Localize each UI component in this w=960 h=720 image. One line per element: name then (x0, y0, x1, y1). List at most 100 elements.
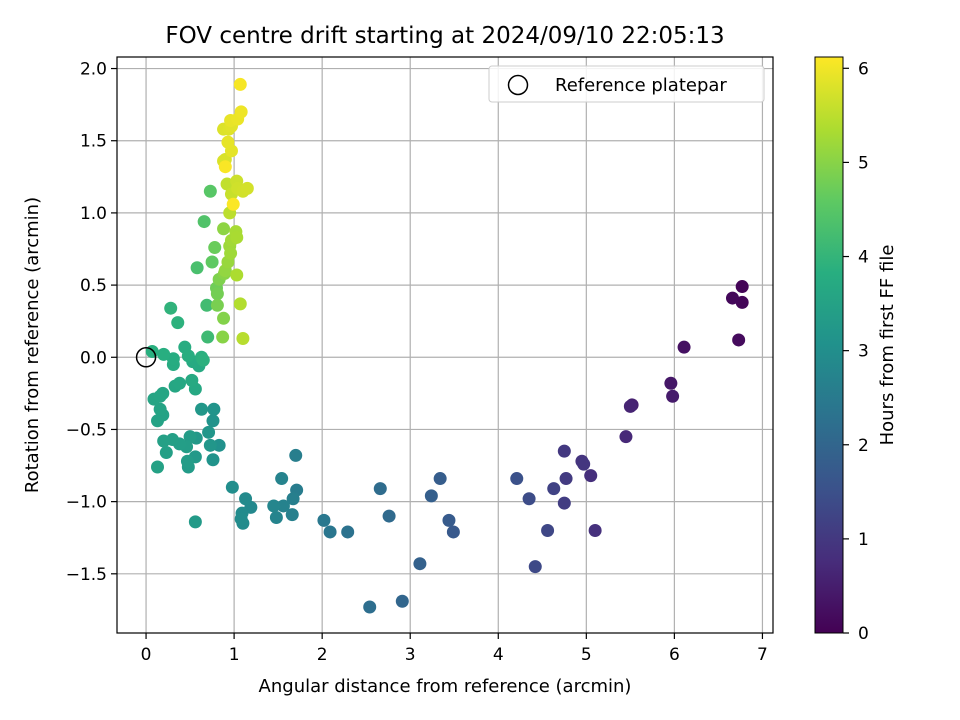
data-point (197, 215, 211, 229)
plot-frame (116, 56, 774, 634)
data-point (446, 525, 460, 539)
data-point (205, 255, 219, 269)
data-point (157, 347, 171, 361)
data-point (206, 453, 220, 467)
colorbar-tick-label: 0 (858, 624, 869, 644)
data-point (323, 525, 337, 539)
data-point (171, 316, 185, 330)
data-point (200, 298, 214, 312)
data-point (195, 402, 209, 416)
data-point (363, 600, 377, 614)
data-point (424, 489, 438, 503)
data-point (677, 340, 691, 354)
data-point (233, 297, 247, 311)
y-tick-label: 0.0 (80, 348, 107, 368)
data-point (286, 492, 300, 506)
colorbar-tick-label: 5 (858, 153, 869, 173)
data-point (725, 291, 739, 305)
data-point (239, 492, 253, 506)
data-point (240, 181, 254, 195)
y-tick-label: 1.0 (80, 204, 107, 224)
data-point (510, 472, 524, 486)
data-point (173, 376, 187, 390)
x-axis-ticks: 0 1 2 3 4 5 6 7 (141, 633, 768, 665)
data-point (577, 457, 591, 471)
data-point (285, 508, 299, 522)
gridlines (117, 57, 773, 633)
data-points (145, 77, 749, 614)
data-point (145, 344, 159, 358)
data-point (528, 560, 542, 574)
data-point (203, 438, 217, 452)
data-point (233, 77, 247, 91)
data-point (210, 298, 224, 312)
data-point (230, 230, 244, 244)
data-point (559, 472, 573, 486)
colorbar-tick-label: 3 (858, 342, 869, 362)
x-tick-label: 5 (581, 645, 592, 665)
data-point (735, 280, 749, 294)
data-point (584, 469, 598, 483)
data-point (166, 352, 180, 366)
reference-platepar-marker (135, 347, 157, 368)
legend-label: Reference platepar (555, 75, 727, 96)
data-point (522, 492, 536, 506)
data-point (234, 512, 248, 526)
y-tick-label: 2.0 (80, 60, 107, 80)
data-point (190, 261, 204, 275)
data-point (664, 376, 678, 390)
x-tick-label: 1 (229, 645, 240, 665)
data-point (413, 557, 427, 571)
data-point (289, 448, 303, 462)
data-point (234, 105, 248, 119)
data-point (183, 430, 197, 444)
y-tick-label: −0.5 (66, 420, 107, 440)
data-point (395, 594, 409, 608)
y-tick-label: 0.5 (80, 276, 107, 296)
data-point (221, 135, 235, 149)
data-point (208, 241, 222, 255)
data-point (230, 268, 244, 282)
data-point (206, 414, 220, 428)
colorbar-tick-label: 2 (858, 436, 869, 456)
data-point (196, 353, 210, 367)
y-tick-label: −1.0 (66, 493, 107, 513)
colorbar-tick-label: 4 (858, 248, 869, 268)
data-point (153, 402, 167, 416)
data-point (201, 330, 215, 344)
colorbar (814, 56, 844, 634)
data-point (588, 524, 602, 538)
data-point (153, 389, 167, 403)
data-point (269, 511, 283, 525)
data-point (623, 399, 637, 413)
data-point (275, 472, 289, 486)
legend: Reference platepar (488, 65, 765, 103)
data-point (188, 515, 202, 529)
colorbar-tick-label: 6 (858, 59, 869, 79)
data-point (557, 496, 571, 510)
data-point (207, 402, 221, 416)
legend-marker (507, 74, 529, 96)
data-point (373, 482, 387, 496)
data-point (180, 454, 194, 468)
colorbar-tick-label: 1 (858, 530, 869, 550)
data-point (216, 330, 230, 344)
colorbar-label: Hours from first FF file (877, 245, 898, 446)
data-point (203, 184, 217, 198)
data-point (218, 160, 232, 174)
data-point (557, 444, 571, 458)
data-point (217, 222, 231, 236)
data-point (619, 430, 633, 444)
data-point (151, 460, 165, 474)
data-point (317, 513, 331, 527)
data-point (433, 472, 447, 486)
data-point (226, 197, 240, 211)
colorbar-ticks: 0 1 2 3 4 5 6 (843, 59, 869, 644)
data-point (157, 434, 171, 448)
data-point (276, 499, 290, 513)
y-axis-ticks: −1.5 −1.0 −0.5 0.0 0.5 1.0 1.5 2.0 (66, 60, 117, 585)
data-point (225, 480, 239, 494)
chart-title: FOV centre drift starting at 2024/09/10 … (165, 23, 724, 49)
